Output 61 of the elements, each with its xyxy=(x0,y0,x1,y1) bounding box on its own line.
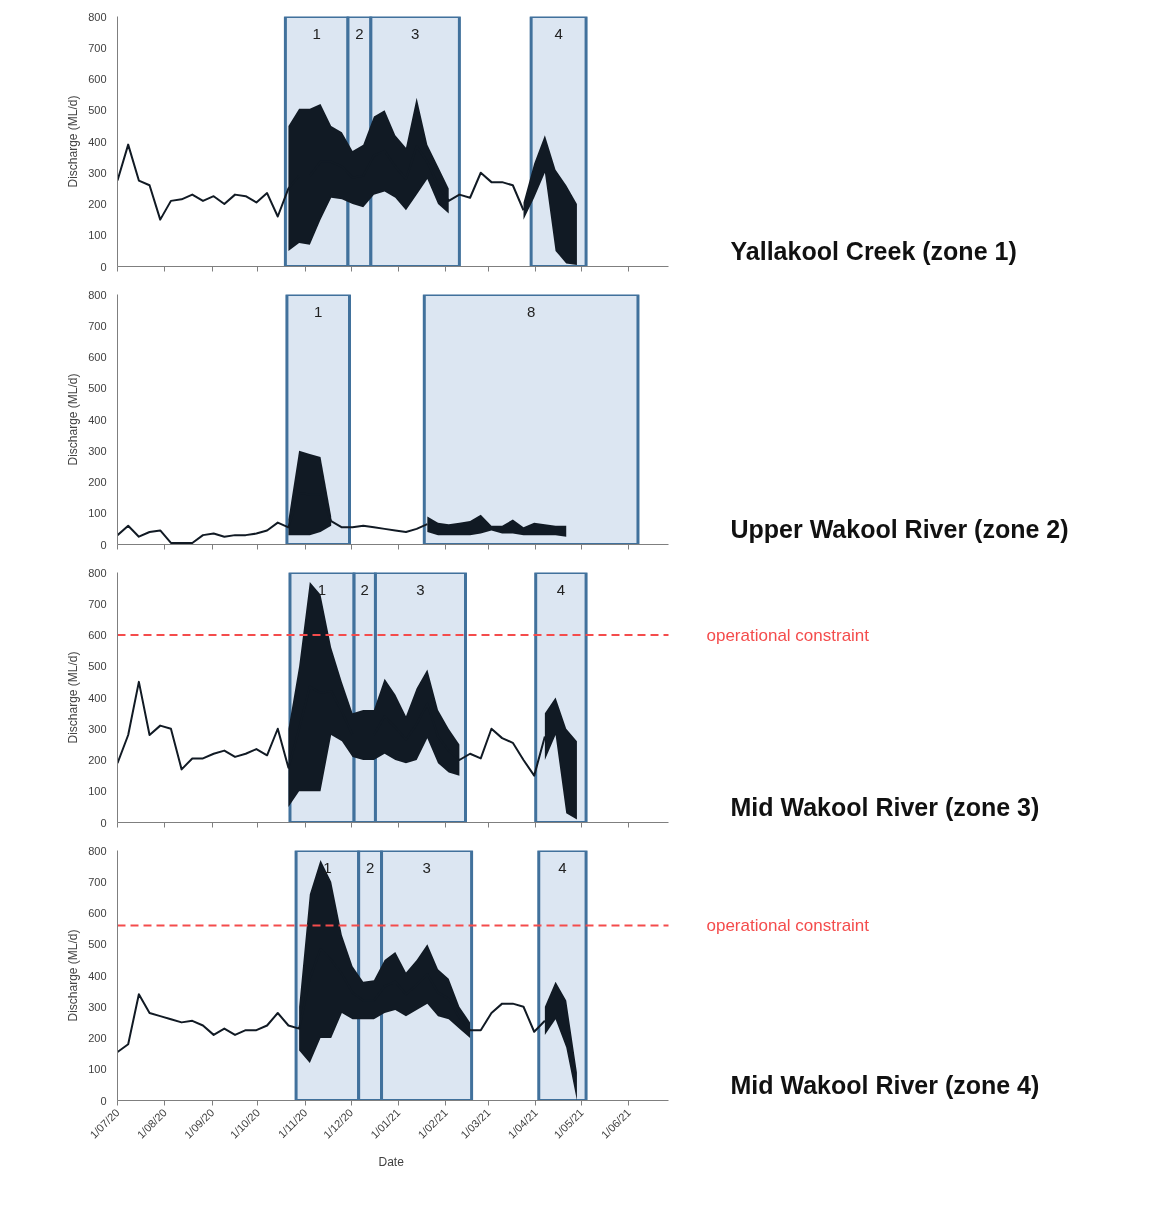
band-label: 8 xyxy=(526,302,536,320)
y-tick-label: 700 xyxy=(88,597,107,610)
band-label: 1 xyxy=(312,24,321,42)
y-tick-label: 600 xyxy=(88,629,107,641)
y-tick-label: 400 xyxy=(88,135,107,148)
y-tick-label: 500 xyxy=(88,104,107,117)
band-label: 4 xyxy=(556,580,566,598)
y-tick-label: 0 xyxy=(100,538,107,551)
band-label: 1 xyxy=(317,580,327,598)
y-tick-label: 700 xyxy=(88,41,107,54)
text: Yallakool Creek (zone 1) xyxy=(730,236,1017,265)
y-tick-label: 800 xyxy=(88,10,107,23)
y-tick-label: 500 xyxy=(88,660,107,673)
y-tick-label: 400 xyxy=(88,969,107,982)
y-tick-label: 100 xyxy=(88,229,107,242)
y-tick-label: 200 xyxy=(88,476,107,488)
text: Upper Wakool River (zone 2) xyxy=(730,514,1069,543)
y-tick-label: 0 xyxy=(100,260,107,273)
y-tick-label: 600 xyxy=(88,907,107,919)
band-label: 2 xyxy=(365,858,375,876)
text: Mid Wakool River (zone 3) xyxy=(730,792,1040,821)
y-tick-label: 800 xyxy=(88,844,107,857)
y-axis-title: Discharge (ML/d) xyxy=(66,373,81,466)
y-axis-title: Discharge (ML/d) xyxy=(66,651,81,744)
y-tick-label: 700 xyxy=(88,875,107,888)
y-tick-label: 200 xyxy=(88,1032,107,1044)
band-label: 4 xyxy=(554,24,563,42)
y-tick-label: 600 xyxy=(88,73,107,85)
band-label: 3 xyxy=(416,580,425,598)
y-tick-label: 800 xyxy=(88,566,107,579)
y-tick-label: 100 xyxy=(88,785,107,798)
y-tick-label: 200 xyxy=(88,198,107,210)
y-axis-title: Discharge (ML/d) xyxy=(66,929,81,1022)
y-tick-label: 400 xyxy=(88,691,107,704)
ref-line-label: operational constraint xyxy=(706,625,870,645)
y-tick-label: 500 xyxy=(88,382,107,395)
y-tick-label: 800 xyxy=(88,288,107,301)
band-label: 1 xyxy=(314,302,323,320)
ref-line-label: operational constraint xyxy=(706,916,870,935)
text: Mid Wakool River (zone 4) xyxy=(730,1070,1040,1099)
y-tick-label: 700 xyxy=(88,319,107,332)
y-tick-label: 300 xyxy=(88,444,107,457)
y-tick-label: 300 xyxy=(88,166,107,179)
band-label: 4 xyxy=(558,858,567,876)
y-tick-label: 100 xyxy=(88,1063,107,1076)
band-label: 2 xyxy=(360,580,369,598)
band-label: 3 xyxy=(410,24,420,42)
band-label: 3 xyxy=(422,858,431,876)
y-tick-label: 0 xyxy=(100,1094,107,1107)
y-tick-label: 300 xyxy=(88,1000,107,1013)
x-axis-title: Date xyxy=(378,1154,405,1169)
y-tick-label: 0 xyxy=(100,816,107,829)
y-tick-label: 600 xyxy=(88,351,107,363)
band-label: 2 xyxy=(355,24,364,42)
y-tick-label: 400 xyxy=(88,413,107,426)
y-tick-label: 200 xyxy=(88,754,107,766)
band-label: 1 xyxy=(323,858,332,876)
y-tick-label: 300 xyxy=(88,722,107,735)
y-tick-label: 500 xyxy=(88,938,107,951)
y-axis-title: Discharge (ML/d) xyxy=(66,95,81,188)
y-tick-label: 100 xyxy=(88,507,107,520)
